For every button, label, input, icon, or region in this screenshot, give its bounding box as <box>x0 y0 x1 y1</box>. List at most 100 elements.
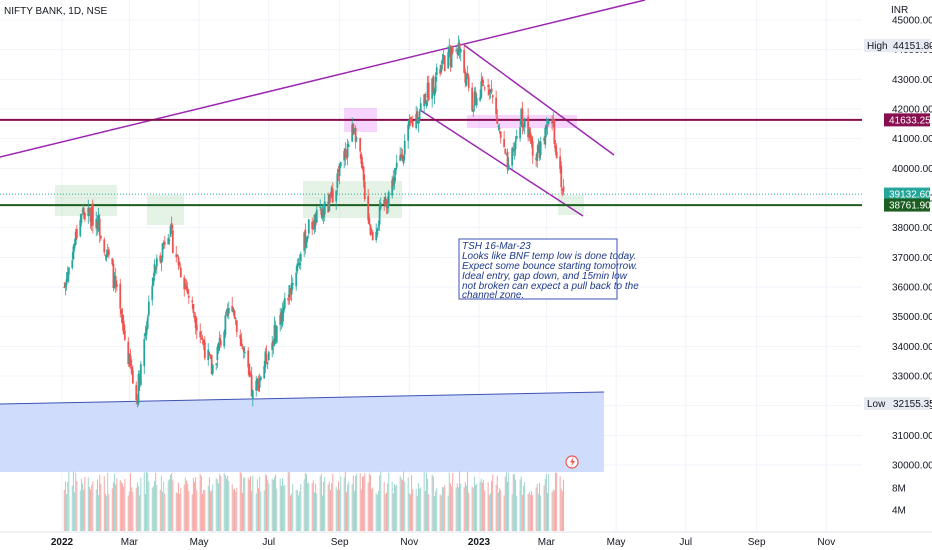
candle-body <box>138 376 141 384</box>
candle-body <box>121 314 124 324</box>
candle-body <box>440 64 443 73</box>
candle-body <box>415 113 418 128</box>
candle-body <box>71 260 74 268</box>
candle-body <box>161 243 164 259</box>
candle-body <box>298 263 301 266</box>
candle-body <box>297 263 300 266</box>
candle-body <box>104 254 107 256</box>
x-tick-label: Jul <box>679 537 692 548</box>
candle-body <box>439 68 442 74</box>
candle-body <box>545 124 548 130</box>
candle-body <box>323 201 326 215</box>
candle-body <box>96 221 99 229</box>
candle-body <box>379 203 382 209</box>
candle-body <box>329 193 332 195</box>
candle-body <box>313 214 316 229</box>
candle-body <box>457 42 460 55</box>
candle-body <box>123 330 126 340</box>
candle-body <box>488 89 491 95</box>
candle-body <box>307 219 310 234</box>
candle-body <box>458 43 461 52</box>
candle-body <box>417 117 420 124</box>
candle-body <box>167 238 170 245</box>
candle-body <box>135 385 138 401</box>
candle-body <box>481 78 484 84</box>
time-axis[interactable]: 2022 Mar May Jul Sep Nov 2023 Mar May Jul Sep Nov <box>51 537 835 548</box>
candle-body <box>88 207 91 213</box>
candle-body <box>291 282 294 285</box>
low-marker: Low 32155.35 <box>864 397 932 410</box>
candle-body <box>105 253 108 258</box>
candle-body <box>127 341 130 365</box>
candle-body <box>537 143 540 153</box>
candle-body <box>290 283 293 295</box>
level-badge-label: 41633.25 <box>889 115 931 126</box>
candle-body <box>280 312 283 323</box>
level-badge-label: 39132.60 <box>889 190 931 201</box>
candle-body <box>442 54 445 61</box>
candle-body <box>266 363 269 365</box>
candle-body <box>160 258 163 263</box>
candle-body <box>427 82 430 101</box>
alert-icon[interactable] <box>565 455 579 469</box>
candle-body <box>344 148 347 158</box>
candle-body <box>106 250 109 254</box>
candle-body <box>74 231 77 245</box>
candle-body <box>64 283 67 288</box>
channel-lower-line[interactable] <box>419 109 584 217</box>
candle-body <box>539 141 542 155</box>
x-tick-label: May <box>607 537 626 548</box>
candle-body <box>426 82 429 98</box>
annotation-box[interactable]: TSH 16-Mar-23 Looks like BNF temp low is… <box>458 238 639 301</box>
candle-body <box>407 124 410 141</box>
candle-body <box>195 324 198 331</box>
candle-body <box>495 97 498 115</box>
x-tick-label: Nov <box>817 537 835 548</box>
candle-body <box>306 237 309 240</box>
candle-body <box>345 155 348 158</box>
candle-body <box>283 298 286 308</box>
candle-body <box>151 285 154 301</box>
candle-body <box>497 126 500 128</box>
y-tick-label: 42000.00 <box>892 105 932 116</box>
candle-body <box>263 366 266 379</box>
candle-body <box>242 347 245 352</box>
support-trendline <box>0 391 605 405</box>
candle-body <box>394 167 397 175</box>
upper-trendline[interactable] <box>0 0 646 158</box>
candle-body <box>114 275 117 288</box>
candle-body <box>315 209 318 223</box>
candle-body <box>255 380 258 391</box>
candle-body <box>179 267 182 278</box>
candle-body <box>514 140 517 150</box>
candle-body <box>360 154 363 164</box>
candle-body <box>215 363 218 365</box>
candle-body <box>250 375 253 397</box>
candle-body <box>391 179 394 196</box>
candle-body <box>139 364 142 386</box>
candle-body <box>288 285 291 298</box>
candle-body <box>218 338 221 343</box>
candle-body <box>98 218 101 236</box>
candle-body <box>375 232 378 241</box>
candle-body <box>347 144 350 147</box>
channel-upper-line[interactable] <box>463 44 615 156</box>
candle-body <box>339 161 342 167</box>
candle-body <box>523 118 526 128</box>
candle-body <box>529 132 532 139</box>
candle-body <box>217 343 220 351</box>
y-tick-label: 34000.00 <box>892 342 932 353</box>
candle-body <box>377 225 380 227</box>
candle-body <box>146 317 149 329</box>
candle-body <box>128 353 131 364</box>
candle-body <box>225 310 228 314</box>
volume-bars <box>63 471 565 531</box>
candle-body <box>322 208 325 217</box>
candle-body <box>289 288 292 294</box>
candle-body <box>67 267 70 275</box>
candle-body <box>551 119 554 124</box>
candle-body <box>169 225 172 238</box>
candle-body <box>498 127 501 130</box>
candle-body <box>177 257 180 266</box>
